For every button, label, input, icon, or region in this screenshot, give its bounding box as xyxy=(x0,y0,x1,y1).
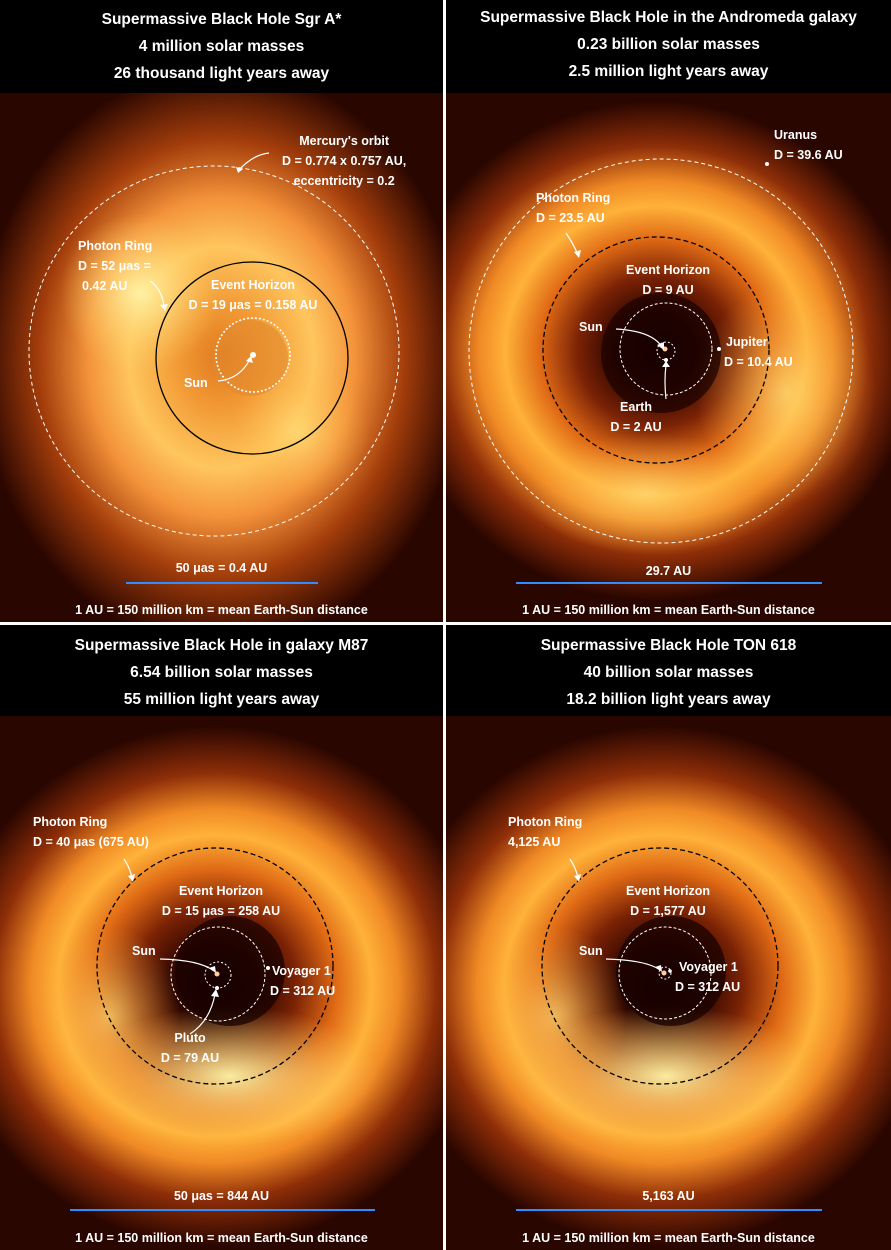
label-event-horizon: Event Horizon D = 1,577 AU xyxy=(625,884,711,918)
photon-ring-arrow xyxy=(149,280,165,308)
scale-bar xyxy=(70,1209,375,1211)
scale-text: 50 μas = 844 AU xyxy=(173,1189,270,1203)
panel-andromeda: Supermassive Black Hole in the Andromeda… xyxy=(446,0,891,622)
scale-bar xyxy=(126,582,318,584)
scale-text: 29.7 AU xyxy=(645,564,692,578)
black-hole-render xyxy=(446,93,891,622)
pluto-dot xyxy=(215,986,219,990)
panel-mass: 40 billion solar masses xyxy=(583,664,754,681)
panel-title: Supermassive Black Hole in galaxy M87 xyxy=(74,637,369,654)
panel-title: Supermassive Black Hole Sgr A* xyxy=(101,11,342,28)
earth-arrow xyxy=(664,364,667,400)
black-hole-image: Photon Ring D = 40 μas (675 AU) Event Ho… xyxy=(0,716,443,1250)
voyager-dot xyxy=(266,966,270,970)
photon-ring-circle xyxy=(541,847,779,1085)
label-uranus: Uranus D = 39.6 AU xyxy=(774,128,843,162)
label-sun: Sun xyxy=(579,944,603,958)
panel-distance: 55 million light years away xyxy=(123,691,320,708)
sun-dot xyxy=(250,352,256,358)
voyager-dot xyxy=(668,969,672,973)
divider-vertical xyxy=(443,0,446,1250)
label-voyager: Voyager 1 D = 312 AU xyxy=(270,964,336,998)
panel-header: Supermassive Black Hole TON 618 40 billi… xyxy=(446,625,891,723)
mercury-orbit xyxy=(28,165,400,537)
voyager-orbit xyxy=(658,966,672,980)
label-earth: Earth D = 2 AU xyxy=(610,400,662,434)
label-sun: Sun xyxy=(184,376,208,390)
label-event-horizon: Event Horizon D = 15 μas = 258 AU xyxy=(161,884,281,918)
sun-dot xyxy=(661,970,667,976)
label-sun: Sun xyxy=(132,944,156,958)
panel-distance: 2.5 million light years away xyxy=(568,63,769,80)
label-jupiter: Jupiter D = 10.4 AU xyxy=(724,335,793,369)
scale-bar xyxy=(516,582,822,584)
label-pluto: Pluto D = 79 AU xyxy=(160,1031,220,1065)
uranus-orbit xyxy=(468,158,854,544)
earth-orbit xyxy=(656,341,676,361)
earth-dot xyxy=(664,358,668,362)
label-event-horizon: Event Horizon D = 9 AU xyxy=(625,263,711,297)
black-hole-render xyxy=(446,716,891,1250)
label-photon-ring: Photon Ring D = 52 μas = 0.42 AU xyxy=(78,239,153,293)
panel-header: Supermassive Black Hole in galaxy M87 6.… xyxy=(0,625,443,723)
label-photon-ring: Photon Ring 4,125 AU xyxy=(508,815,583,849)
panel-mass: 4 million solar masses xyxy=(138,38,305,55)
panel-title: Supermassive Black Hole TON 618 xyxy=(540,637,797,654)
divider-horizontal xyxy=(0,622,891,625)
photon-ring-circle xyxy=(96,847,334,1085)
panel-header: Supermassive Black Hole in the Andromeda… xyxy=(446,0,891,97)
footer-note: 1 AU = 150 million km = mean Earth-Sun d… xyxy=(75,1231,368,1245)
pluto-arrow xyxy=(189,993,216,1035)
scale-text: 50 μas = 0.4 AU xyxy=(175,561,268,575)
footer-note: 1 AU = 150 million km = mean Earth-Sun d… xyxy=(522,603,815,617)
photon-ring-circle xyxy=(155,261,349,455)
black-hole-render xyxy=(0,93,443,622)
panel-sgr-a: Supermassive Black Hole Sgr A* 4 million… xyxy=(0,0,444,622)
footer-note: 1 AU = 150 million km = mean Earth-Sun d… xyxy=(522,1231,815,1245)
scale-text: 5,163 AU xyxy=(642,1189,695,1203)
uranus-dot xyxy=(765,162,769,166)
panel-header: Supermassive Black Hole Sgr A* 4 million… xyxy=(0,0,443,99)
footer-note: 1 AU = 150 million km = mean Earth-Sun d… xyxy=(75,603,368,617)
photon-ring-circle xyxy=(542,236,770,464)
panel-ton-618: Supermassive Black Hole TON 618 40 billi… xyxy=(446,625,891,1250)
label-event-horizon: Event Horizon D = 19 μas = 0.158 AU xyxy=(188,278,318,312)
label-sun: Sun xyxy=(579,320,603,334)
panel-mass: 6.54 billion solar masses xyxy=(130,664,313,681)
jupiter-dot xyxy=(717,347,721,351)
black-hole-image: Photon Ring 4,125 AU Event Horizon D = 1… xyxy=(446,716,891,1250)
label-photon-ring: Photon Ring D = 23.5 AU xyxy=(536,191,611,225)
black-hole-render xyxy=(0,716,443,1250)
panel-mass: 0.23 billion solar masses xyxy=(577,36,760,53)
event-horizon-circle xyxy=(215,317,291,393)
black-hole-image: Mercury's orbit D = 0.774 x 0.757 AU, ec… xyxy=(0,93,443,622)
label-voyager: Voyager 1 D = 312 AU xyxy=(675,960,741,994)
panel-title: Supermassive Black Hole in the Andromeda… xyxy=(480,9,857,26)
panel-distance: 26 thousand light years away xyxy=(113,65,330,82)
event-horizon-circle xyxy=(618,926,712,1020)
panel-distance: 18.2 billion light years away xyxy=(566,691,771,708)
sun-arrow xyxy=(217,358,251,382)
black-hole-image: Uranus D = 39.6 AU Photon Ring D = 23.5 … xyxy=(446,93,891,622)
scale-bar xyxy=(516,1209,822,1211)
voyager-orbit xyxy=(170,926,266,1022)
label-mercury-orbit: Mercury's orbit D = 0.774 x 0.757 AU, ec… xyxy=(282,134,407,188)
label-photon-ring: Photon Ring D = 40 μas (675 AU) xyxy=(33,815,149,849)
panel-m87: Supermassive Black Hole in galaxy M87 6.… xyxy=(0,625,443,1250)
